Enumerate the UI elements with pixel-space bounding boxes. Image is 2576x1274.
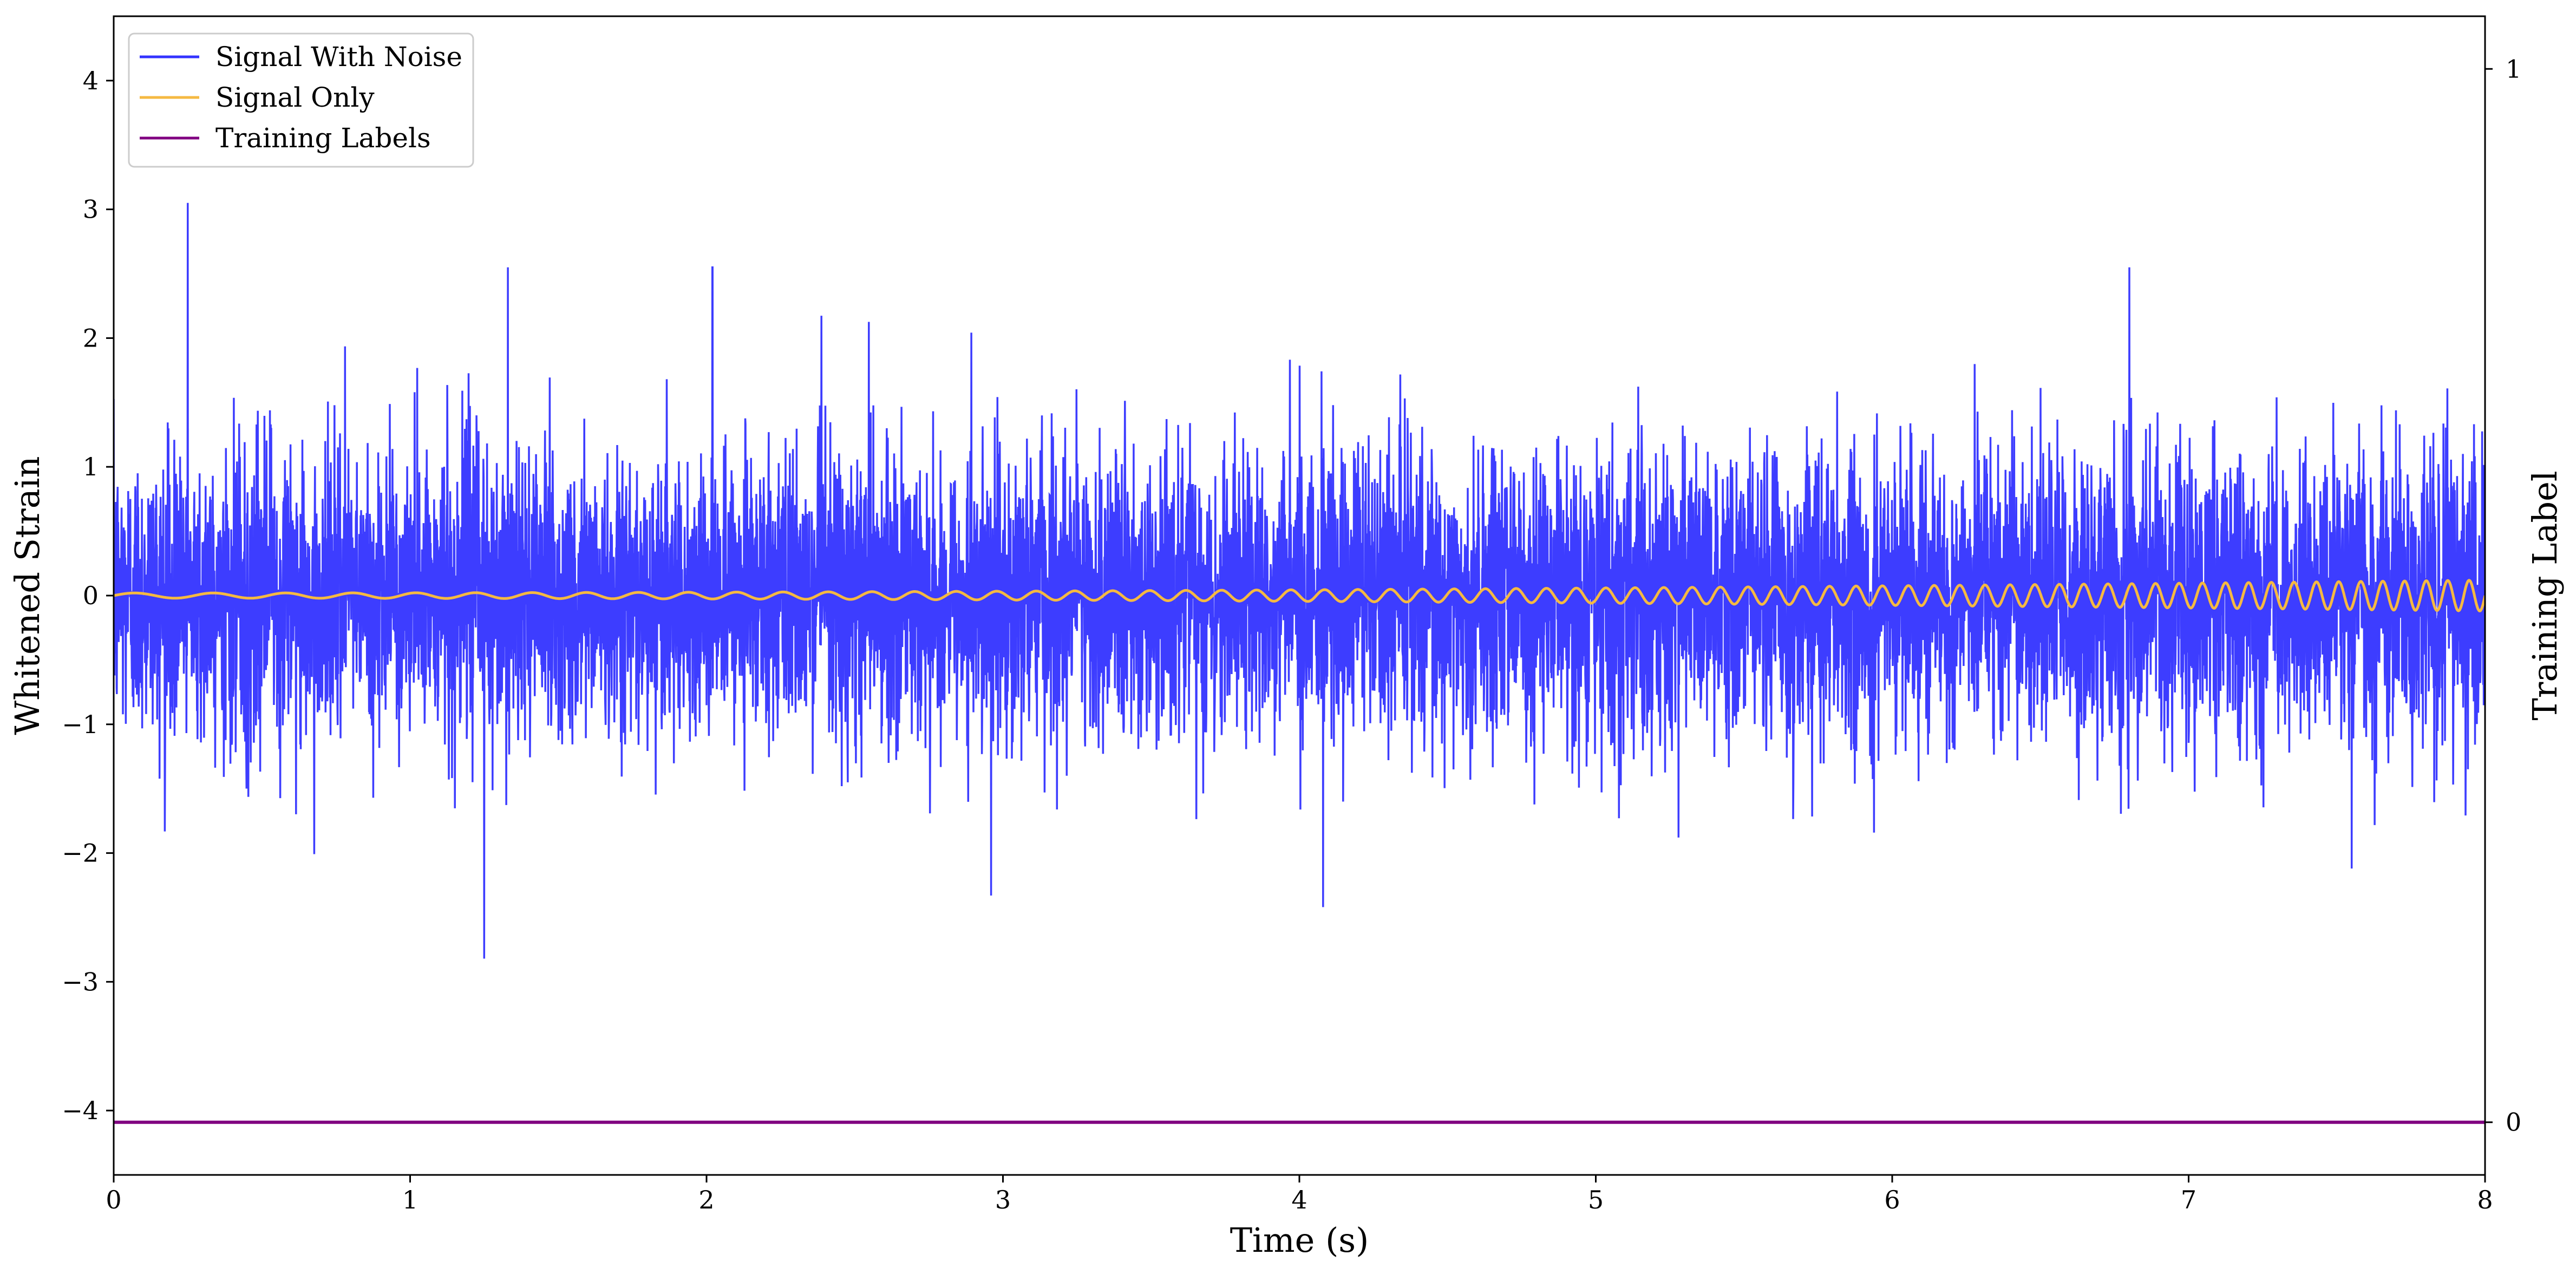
legend-label-signal-with-noise: Signal With Noise [215, 41, 462, 73]
series-line-signal-with-noise [114, 202, 2485, 959]
y-tick-label: −1 [62, 710, 99, 739]
y2-tick-label: 0 [2506, 1108, 2521, 1137]
x-tick-label: 4 [1291, 1185, 1307, 1214]
y-tick-label: 3 [83, 195, 99, 224]
y-tick-label: 1 [83, 452, 99, 481]
y-axis-title: Whitened Strain [8, 456, 47, 735]
x-tick-label: 3 [995, 1185, 1011, 1214]
x-tick-label: 2 [698, 1185, 714, 1214]
x-tick-label: 1 [402, 1185, 418, 1214]
x-tick-label: 7 [2181, 1185, 2196, 1214]
series-layer [114, 202, 2485, 1124]
y2-tick-label: 1 [2506, 54, 2521, 83]
x-axis: 0 1 2 3 4 5 6 7 8 [106, 1175, 2493, 1214]
x-axis-title: Time (s) [1230, 1220, 1369, 1260]
y-tick-label: −4 [62, 1096, 99, 1125]
x-tick-label: 5 [1588, 1185, 1604, 1214]
legend: Signal With Noise Signal Only Training L… [128, 32, 474, 168]
series-line-signal-only [114, 579, 2485, 612]
x-tick-label: 6 [1884, 1185, 1900, 1214]
legend-label-signal-only: Signal Only [215, 82, 375, 113]
y-tick-label: 4 [83, 66, 99, 95]
legend-label-training-labels: Training Labels [215, 122, 431, 154]
y-tick-label: −3 [62, 967, 99, 996]
y-tick-label: −2 [62, 839, 99, 868]
y-tick-label: 0 [83, 581, 99, 610]
y-tick-label: 2 [83, 323, 99, 352]
y2-axis-title: Training Label [2525, 471, 2565, 720]
x-tick-label: 8 [2477, 1185, 2493, 1214]
y2-axis: 01 [2485, 54, 2521, 1137]
legend-box [128, 32, 474, 168]
y-axis: −4 −3 −2 −1 0 1 2 3 4 [62, 66, 114, 1125]
x-tick-label: 0 [106, 1185, 121, 1214]
